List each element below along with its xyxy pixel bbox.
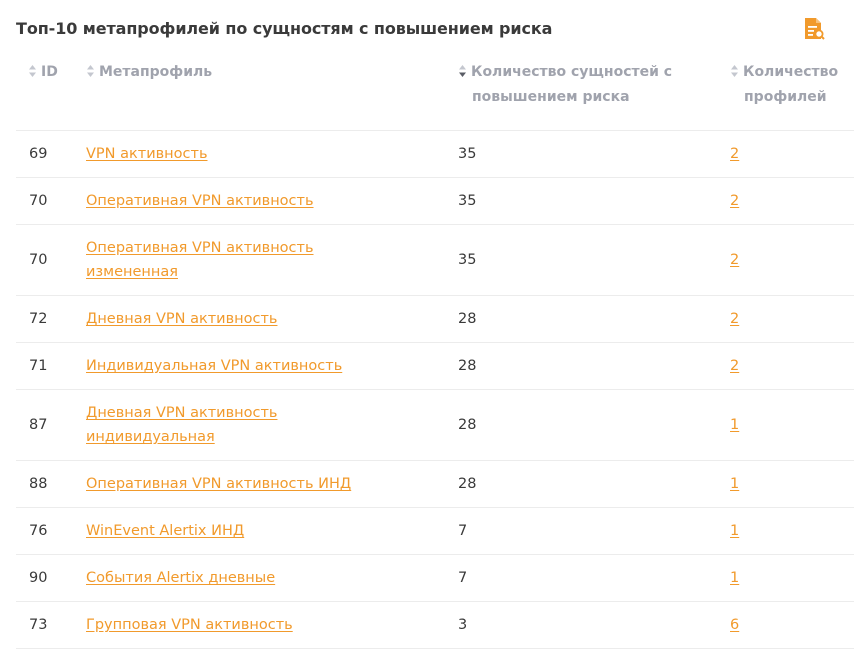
table-row: 72 Дневная VPN активность 28 2 [16,295,854,343]
cell-id: 70 [16,177,86,225]
cell-profiles: 1 [730,554,854,602]
cell-name: Оперативная VPN активность измененная [86,224,458,296]
cell-id: 72 [16,295,86,343]
profiles-count-link[interactable]: 1 [730,570,740,586]
metaprofile-link[interactable]: Оперативная VPN активность измененная [86,240,314,280]
cell-count: 28 [458,295,730,343]
profiles-count-link[interactable]: 6 [730,617,740,633]
widget-header: Топ-10 метапрофилей по сущностям с повыш… [0,0,854,58]
cell-id: 73 [16,601,86,649]
table-row: 87 Дневная VPN активность индивидуальная… [16,389,854,461]
cell-count: 28 [458,460,730,508]
table-row: 71 Индивидуальная VPN активность 28 2 [16,342,854,390]
cell-name: Дневная VPN активность индивидуальная [86,389,458,461]
cell-name: Оперативная VPN активность [86,177,458,225]
column-header-name-label: Метапрофиль [99,64,213,80]
cell-profiles: 2 [730,177,854,225]
cell-count: 35 [458,130,730,178]
cell-id: 76 [16,507,86,555]
profiles-count-link[interactable]: 2 [730,252,740,268]
cell-id: 88 [16,460,86,508]
sort-icon [731,65,738,77]
cell-profiles: 2 [730,295,854,343]
metaprofile-link[interactable]: Групповая VPN активность [86,617,293,633]
cell-name: Групповая VPN активность [86,601,458,649]
cell-name: VPN активность [86,130,458,178]
column-header-count[interactable]: Количество сущностей с повышением риска [458,58,730,131]
sort-icon [87,65,94,77]
metaprofile-link[interactable]: Оперативная VPN активность ИНД [86,476,352,492]
cell-count: 28 [458,342,730,390]
cell-id: 87 [16,389,86,461]
cell-name: WinEvent Alertix ИНД [86,507,458,555]
table-header-row: ID Метапрофиль Количество сущностей с по… [16,58,854,131]
cell-profiles: 2 [730,342,854,390]
profiles-count-link[interactable]: 2 [730,146,740,162]
cell-profiles: 2 [730,130,854,178]
cell-profiles: 1 [730,389,854,461]
column-header-name[interactable]: Метапрофиль [86,58,458,131]
cell-count: 3 [458,601,730,649]
table-row: 70 Оперативная VPN активность измененная… [16,224,854,296]
sort-icon [29,65,36,77]
profiles-count-link[interactable]: 1 [730,523,740,539]
cell-id: 69 [16,130,86,178]
metaprofile-link[interactable]: События Alertix дневные [86,570,276,586]
column-header-profiles[interactable]: Количество профилей [730,58,854,131]
cell-profiles: 1 [730,507,854,555]
cell-count: 35 [458,177,730,225]
cell-profiles: 2 [730,224,854,296]
table-row: 69 VPN активность 35 2 [16,130,854,178]
metaprofile-link[interactable]: Дневная VPN активность [86,311,278,327]
column-header-count-label: Количество сущностей с повышением риска [471,64,673,105]
table-row: 90 События Alertix дневные 7 1 [16,554,854,602]
metaprofile-link[interactable]: Оперативная VPN активность [86,193,314,209]
cell-count: 35 [458,224,730,296]
metaprofile-link[interactable]: Дневная VPN активность индивидуальная [86,405,278,445]
cell-name: Оперативная VPN активность ИНД [86,460,458,508]
table-row: 76 WinEvent Alertix ИНД 7 1 [16,507,854,555]
column-header-id[interactable]: ID [16,58,86,131]
cell-profiles: 6 [730,601,854,649]
column-header-profiles-label: Количество профилей [743,64,839,105]
metaprofiles-table: ID Метапрофиль Количество сущностей с по… [16,58,854,649]
cell-count: 28 [458,389,730,461]
profiles-count-link[interactable]: 1 [730,417,740,433]
cell-count: 7 [458,507,730,555]
cell-name: События Alertix дневные [86,554,458,602]
profiles-count-link[interactable]: 1 [730,476,740,492]
cell-id: 90 [16,554,86,602]
profiles-count-link[interactable]: 2 [730,193,740,209]
table-row: 73 Групповая VPN активность 3 6 [16,601,854,649]
table-row: 70 Оперативная VPN активность 35 2 [16,177,854,225]
cell-name: Индивидуальная VPN активность [86,342,458,390]
widget-title: Топ-10 метапрофилей по сущностям с повыш… [16,19,553,38]
profiles-count-link[interactable]: 2 [730,311,740,327]
cell-count: 7 [458,554,730,602]
cell-id: 70 [16,224,86,296]
cell-id: 71 [16,342,86,390]
column-header-id-label: ID [41,64,58,80]
export-report-icon[interactable] [803,17,825,41]
metaprofile-link[interactable]: VPN активность [86,146,208,162]
table-row: 88 Оперативная VPN активность ИНД 28 1 [16,460,854,508]
metaprofile-link[interactable]: Индивидуальная VPN активность [86,358,343,374]
cell-name: Дневная VPN активность [86,295,458,343]
cell-profiles: 1 [730,460,854,508]
sort-desc-icon [459,65,466,77]
metaprofile-link[interactable]: WinEvent Alertix ИНД [86,523,245,539]
profiles-count-link[interactable]: 2 [730,358,740,374]
